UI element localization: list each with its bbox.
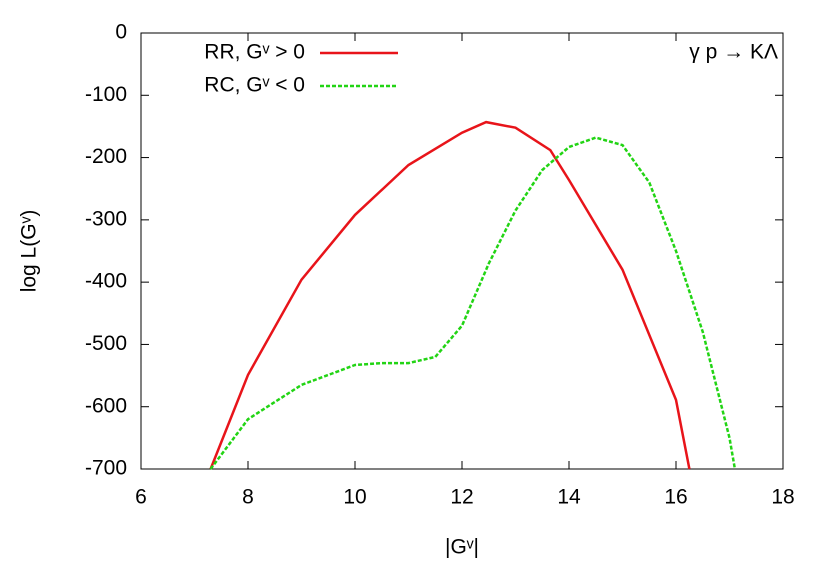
y-tick-label: -300 [85,207,127,230]
x-tick-label: 6 [135,486,147,509]
x-axis-label: |Gᵛ| [445,536,479,559]
series-line [209,120,691,470]
legend-label: RC, Gᵛ < 0 [204,74,305,97]
y-tick-label: -600 [85,394,127,417]
x-tick-label: 18 [771,486,794,509]
legend-label: RR, Gᵛ > 0 [204,41,305,64]
y-axis-label: log L(Gᵛ) [18,210,41,293]
x-tick-label: 8 [242,486,254,509]
x-tick-label: 16 [664,486,687,509]
y-tick-label: -200 [85,145,127,168]
y-tick-label: -100 [85,83,127,106]
x-tick-label: 10 [343,486,366,509]
y-tick-label: -500 [85,332,127,355]
x-tick-label: 14 [557,486,581,509]
y-tick-label: 0 [115,21,127,44]
y-tick-label: -400 [85,270,127,293]
series-line [209,136,737,470]
x-tick-label: 12 [450,486,473,509]
annotation: γ p → KΛ [689,41,778,64]
y-tick-label: -700 [85,457,127,480]
